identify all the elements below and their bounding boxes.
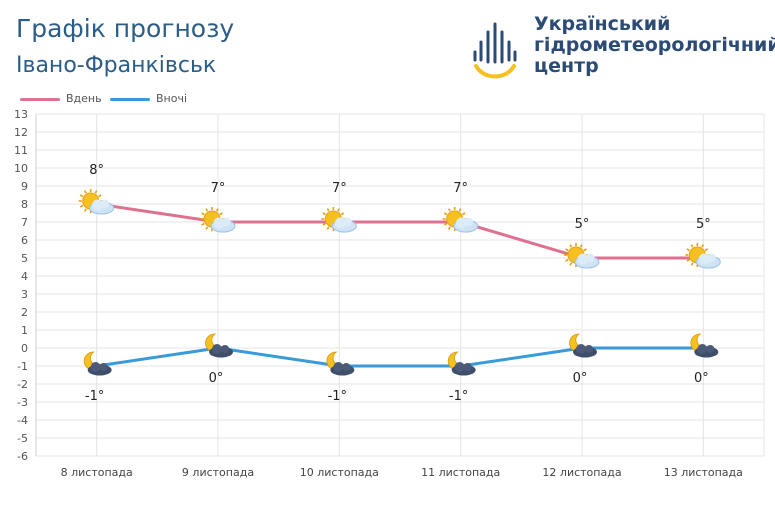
sun-cloud-icon	[321, 207, 357, 233]
legend-day-swatch	[20, 98, 60, 101]
y-tick-label: -6	[17, 450, 28, 463]
y-tick-label: 2	[21, 306, 28, 319]
legend-night-label: Вночі	[156, 92, 188, 105]
y-tick-label: -3	[17, 396, 28, 409]
y-tick-label: 8	[21, 198, 28, 211]
chart-title: Графік прогнозу	[16, 14, 235, 43]
y-tick-label: 6	[21, 234, 28, 247]
legend-night-swatch	[110, 98, 150, 101]
city-name: Івано-Франківськ	[16, 53, 217, 78]
y-tick-label: 0	[21, 342, 28, 355]
moon-cloud-icon	[326, 351, 355, 376]
org-line: гідрометеорологічний	[534, 34, 775, 56]
data-label-night: 0°	[209, 371, 224, 386]
y-tick-label: -1	[17, 360, 28, 373]
moon-cloud-icon	[447, 351, 476, 376]
org-line: Український	[534, 13, 671, 35]
y-tick-label: 7	[21, 216, 28, 229]
data-label-night: 0°	[573, 371, 588, 386]
x-tick-label: 10 листопада	[300, 466, 379, 479]
moon-cloud-icon	[205, 333, 233, 358]
x-tick-label: 12 листопада	[542, 466, 621, 479]
y-tick-label: 1	[21, 324, 28, 337]
data-label-day: 7°	[453, 181, 468, 196]
data-label-night: 0°	[694, 371, 709, 386]
x-tick-label: 11 листопада	[421, 466, 500, 479]
y-tick-label: 12	[14, 126, 28, 139]
y-tick-label: 3	[21, 288, 28, 301]
y-tick-label: -2	[17, 378, 28, 391]
sun-cloud-icon	[685, 243, 721, 269]
moon-cloud-icon	[569, 333, 597, 358]
y-tick-label: 5	[21, 252, 28, 265]
ukrhydromet-logo-icon	[473, 22, 517, 79]
x-tick-label: 8 листопада	[61, 466, 133, 479]
x-tick-label: 13 листопада	[664, 466, 743, 479]
series-line-night	[96, 346, 704, 368]
data-label-night: -1°	[328, 389, 347, 404]
moon-cloud-icon	[690, 333, 719, 358]
y-tick-label: 11	[14, 144, 28, 157]
x-tick-label: 9 листопада	[182, 466, 254, 479]
sun-cloud-icon	[200, 207, 236, 233]
data-label-night: -1°	[85, 389, 104, 404]
legend-day-label: Вдень	[66, 92, 102, 105]
data-label-day: 7°	[332, 181, 347, 196]
y-tick-label: -4	[17, 414, 28, 427]
data-label-day: 5°	[696, 217, 711, 232]
y-tick-label: 4	[21, 270, 28, 283]
data-label-day: 7°	[211, 181, 226, 196]
series-line-day	[96, 202, 704, 260]
sun-cloud-icon	[78, 189, 115, 215]
data-label-night: -1°	[449, 389, 468, 404]
sun-cloud-icon	[564, 243, 600, 269]
y-tick-label: 13	[14, 108, 28, 121]
organization-name: Український гідрометеорологічний центр	[534, 13, 775, 77]
y-tick-label: 10	[14, 162, 28, 175]
y-tick-label: 9	[21, 180, 28, 193]
moon-cloud-icon	[83, 351, 112, 376]
data-label-day: 8°	[89, 163, 104, 178]
org-line: центр	[534, 55, 599, 77]
sun-cloud-icon	[442, 207, 479, 233]
data-label-day: 5°	[575, 217, 590, 232]
y-tick-label: -5	[17, 432, 28, 445]
